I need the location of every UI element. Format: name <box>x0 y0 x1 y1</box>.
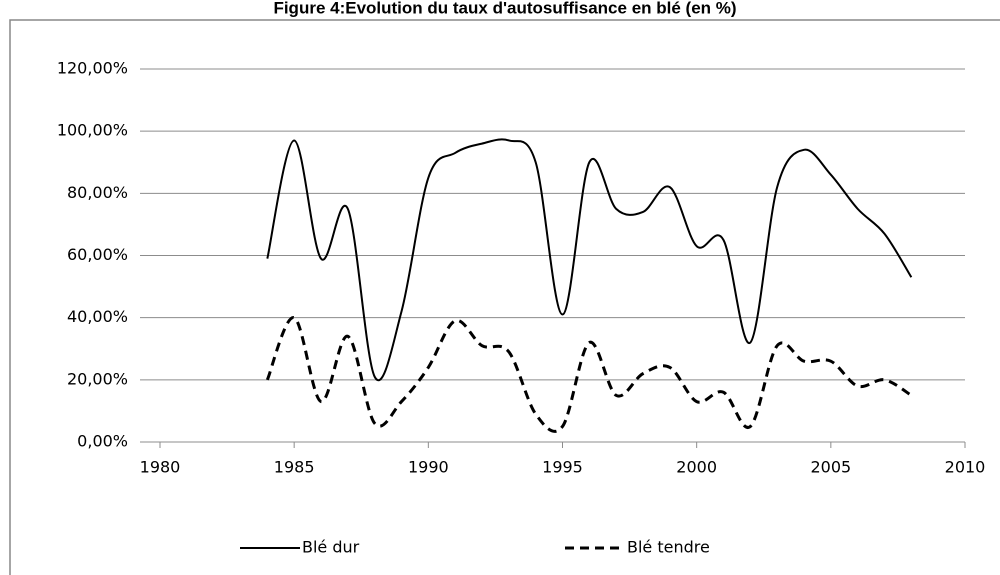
series-line <box>266 138 913 381</box>
x-tick-label: 2005 <box>810 458 851 477</box>
x-tick-label: 1985 <box>274 458 315 477</box>
x-tick-label: 1980 <box>140 458 181 477</box>
x-tick-label: 2000 <box>676 458 717 477</box>
chart-title: Figure 4:Evolution du taux d'autosuffisa… <box>273 0 736 17</box>
x-tick-label: 2010 <box>945 458 986 477</box>
y-tick-label: 120,00% <box>57 59 128 78</box>
legend-label: Blé dur <box>302 538 360 557</box>
y-tick-label: 40,00% <box>67 307 128 326</box>
y-tick-label: 0,00% <box>77 432 128 451</box>
y-tick-label: 80,00% <box>67 183 128 202</box>
y-tick-label: 100,00% <box>57 121 128 140</box>
legend-label: Blé tendre <box>627 538 710 557</box>
x-tick-label: 1995 <box>542 458 583 477</box>
y-tick-label: 20,00% <box>67 369 128 388</box>
y-tick-label: 60,00% <box>67 245 128 264</box>
series-line <box>265 316 913 433</box>
x-tick-label: 1990 <box>408 458 449 477</box>
chart-frame <box>9 19 1000 575</box>
